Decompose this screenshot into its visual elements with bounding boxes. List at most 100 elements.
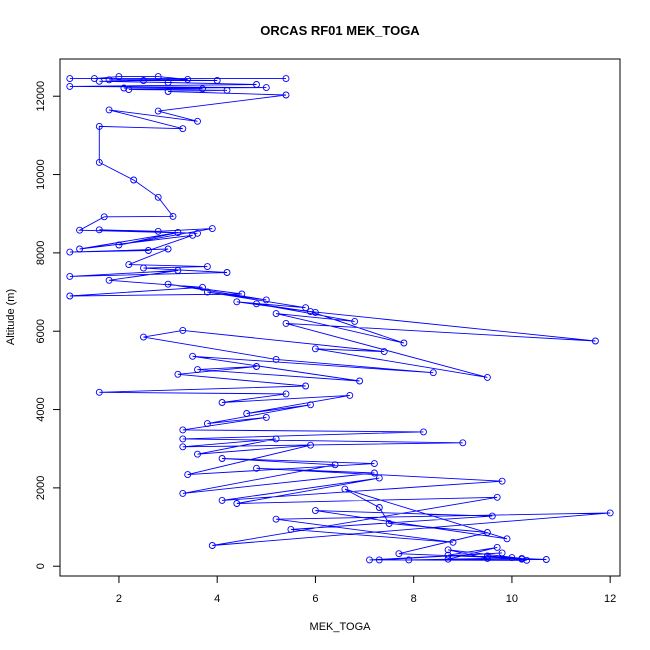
data-point — [95, 122, 103, 130]
y-tick-label: 4000 — [35, 397, 47, 421]
data-point — [272, 355, 280, 363]
data-point — [370, 469, 378, 477]
data-point — [287, 525, 295, 533]
y-tick-label: 8000 — [35, 241, 47, 265]
data-point — [179, 125, 187, 133]
data-point — [380, 348, 388, 356]
data-point — [95, 158, 103, 166]
data-point — [444, 551, 452, 559]
data-point — [140, 77, 147, 84]
data-point — [208, 542, 216, 549]
data-point — [351, 317, 359, 325]
data-point — [493, 543, 501, 551]
data-point — [218, 455, 226, 462]
data-point — [385, 520, 393, 527]
data-point — [105, 76, 113, 84]
data-point — [483, 554, 491, 562]
data-point — [253, 81, 260, 88]
data-point — [179, 326, 187, 334]
data-point — [449, 538, 457, 546]
data-point — [179, 489, 187, 497]
data-point — [199, 283, 206, 291]
plot-frame — [59, 58, 621, 577]
data-point — [444, 546, 452, 554]
data-point — [164, 245, 172, 253]
series-line — [69, 76, 611, 561]
data-point — [429, 369, 437, 377]
y-tick-label: 10000 — [35, 159, 47, 190]
data-point — [100, 213, 108, 221]
data-point — [199, 85, 206, 93]
data-point — [503, 535, 511, 543]
data-point — [542, 556, 550, 563]
data-point — [203, 420, 211, 428]
data-point — [420, 428, 427, 436]
data-point — [223, 269, 231, 276]
data-point — [203, 263, 211, 271]
data-point — [125, 86, 133, 94]
data-point — [194, 450, 201, 458]
data-point — [208, 225, 216, 233]
chart-title: ORCAS RF01 MEK_TOGA — [260, 23, 420, 38]
y-axis-label: Altitude (m) — [5, 289, 17, 345]
data-point — [366, 556, 373, 564]
data-point — [253, 363, 260, 370]
data-point — [179, 443, 187, 451]
data-point — [95, 226, 103, 234]
data-point — [174, 229, 182, 236]
data-point — [120, 84, 128, 92]
data-point — [253, 300, 260, 308]
data-point — [189, 352, 197, 360]
x-tick-label: 10 — [506, 593, 518, 605]
data-point — [253, 464, 260, 472]
data-point — [282, 390, 290, 398]
data-point — [174, 267, 182, 274]
data-point — [375, 504, 383, 511]
data-point — [262, 413, 270, 421]
data-point — [307, 308, 314, 316]
x-tick-label: 12 — [604, 593, 616, 605]
data-point — [105, 106, 113, 114]
data-point — [272, 310, 280, 318]
x-tick-label: 6 — [312, 593, 318, 605]
data-point — [154, 107, 162, 115]
data-point — [356, 377, 364, 385]
data-point — [144, 247, 152, 254]
data-point — [66, 292, 74, 300]
data-point — [164, 88, 172, 95]
data-point — [95, 388, 103, 396]
data-point — [66, 272, 74, 280]
data-point — [262, 84, 270, 92]
data-point — [140, 333, 147, 341]
data-point — [307, 401, 314, 409]
data-point — [164, 280, 172, 288]
data-point — [493, 493, 501, 501]
data-point — [218, 399, 226, 406]
data-point — [370, 460, 378, 468]
x-axis-label: MEK_TOGA — [310, 621, 372, 633]
data-point — [164, 79, 172, 86]
data-point — [179, 426, 187, 434]
x-axis: 2 4 6 8 10 12 — [116, 576, 616, 605]
data-point — [272, 435, 280, 443]
data-point — [66, 82, 74, 90]
data-point — [395, 550, 403, 558]
y-tick-label: 0 — [35, 563, 47, 569]
data-point — [311, 345, 319, 353]
data-point — [606, 509, 614, 517]
data-point — [76, 245, 84, 253]
data-point — [189, 231, 197, 239]
data-point — [307, 441, 314, 449]
data-point — [238, 290, 246, 298]
data-point — [154, 193, 162, 201]
data-point — [76, 226, 84, 234]
data-point — [169, 212, 177, 220]
data-point — [311, 507, 319, 515]
data-point — [523, 556, 531, 564]
y-tick-label: 12000 — [35, 81, 47, 112]
data-point — [174, 370, 182, 378]
data-point — [444, 555, 452, 563]
plot-area — [66, 73, 614, 564]
data-point — [272, 515, 280, 523]
